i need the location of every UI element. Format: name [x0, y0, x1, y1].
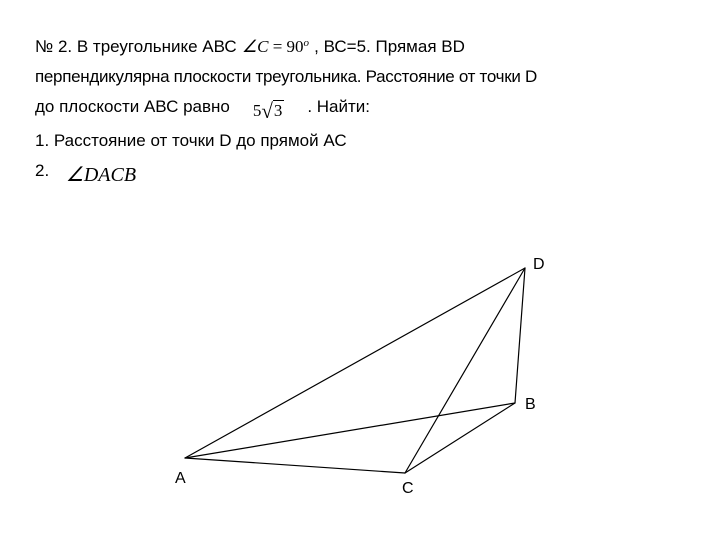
sqrt-radicand: 3 [273, 100, 285, 120]
line-3a-text: до плоскости АВС равно [35, 97, 235, 116]
line-5: 2. ∠DACB [35, 156, 685, 190]
line-2: перпендикулярна плоскости треугольника. … [35, 62, 685, 92]
sqrt-symbol: √ [261, 99, 273, 123]
geometry-diagram: A B C D [175, 248, 575, 508]
line-1b-text: , ВС=5. Прямая ВD [314, 37, 465, 56]
vertex-label-a: A [175, 470, 186, 488]
diagram-svg [175, 248, 575, 508]
sqrt-expression: 5√3 [235, 92, 303, 126]
angle-c-lhs: ∠C [242, 37, 269, 56]
angle-c-eq: = [268, 37, 286, 56]
vertex-label-d: D [533, 256, 545, 274]
line-1: № 2. В треугольнике АВС ∠C = 90o , ВС=5.… [35, 28, 685, 62]
page: № 2. В треугольнике АВС ∠C = 90o , ВС=5.… [0, 0, 720, 540]
vertex-label-c: C [402, 480, 414, 498]
vertex-label-b: B [525, 396, 536, 414]
line-5-num: 2. [35, 161, 49, 180]
angle-c-degree: o [304, 37, 310, 49]
line-1a-text: № 2. В треугольнике АВС [35, 37, 237, 56]
line-4: 1. Расстояние от точки D до прямой АС [35, 126, 685, 156]
line-3: до плоскости АВС равно 5√3 . Найти: [35, 92, 685, 126]
angle-dacb: ∠DACB [66, 164, 136, 186]
angle-c-expression: ∠C = 90o [241, 28, 309, 62]
angle-c-rhs: 90 [287, 37, 304, 56]
line-3b-text: . Найти: [307, 97, 370, 116]
